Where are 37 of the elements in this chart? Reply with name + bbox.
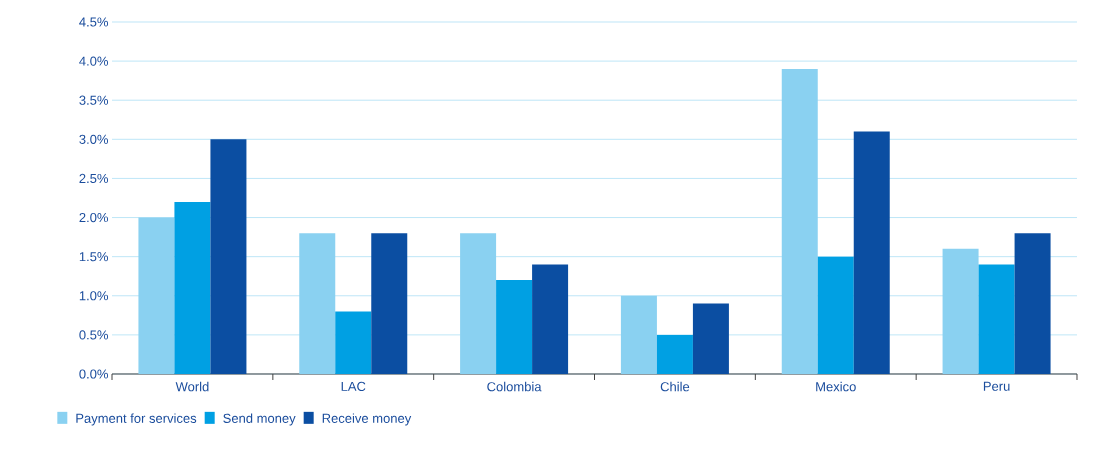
bar [853,131,890,374]
x-tick-label: Colombia [487,381,542,392]
bar [1014,233,1051,374]
y-tick-label: 2.5% [79,173,109,184]
bar [174,201,211,374]
x-tick-label: Chile [660,381,690,392]
y-tick-label: 2.0% [79,212,109,223]
y-tick-label: 1.0% [79,291,109,301]
bar [138,217,175,374]
y-tick-label: 4.0% [79,56,109,66]
bar [460,233,497,374]
x-tick-label: LAC [341,381,366,391]
y-tick-label: 1.5% [79,252,109,262]
y-tick-label: 0.0% [79,369,109,379]
bar [620,295,657,374]
y-tick-label: 3.5% [79,95,109,105]
y-tick-label: 3.0% [79,134,109,144]
bar [532,264,569,374]
bar [299,233,336,374]
bar [781,68,818,374]
bar [656,334,693,374]
bar [817,256,854,374]
x-tick-label: Mexico [816,381,856,392]
legend-label: Send money [223,413,296,426]
legend-label: Payment for services [76,413,197,426]
bar [335,311,372,374]
bar [496,280,533,374]
y-tick-label: 0.5% [79,330,109,340]
bar [978,264,1015,374]
bar [692,303,729,374]
x-tick-label: Peru [983,381,1010,391]
y-tick-label: 4.5% [79,17,109,27]
x-tick-label: World [175,381,209,392]
bar [371,233,408,374]
bar [210,139,247,374]
bar [942,248,979,374]
legend-label: Receive money [322,413,412,426]
